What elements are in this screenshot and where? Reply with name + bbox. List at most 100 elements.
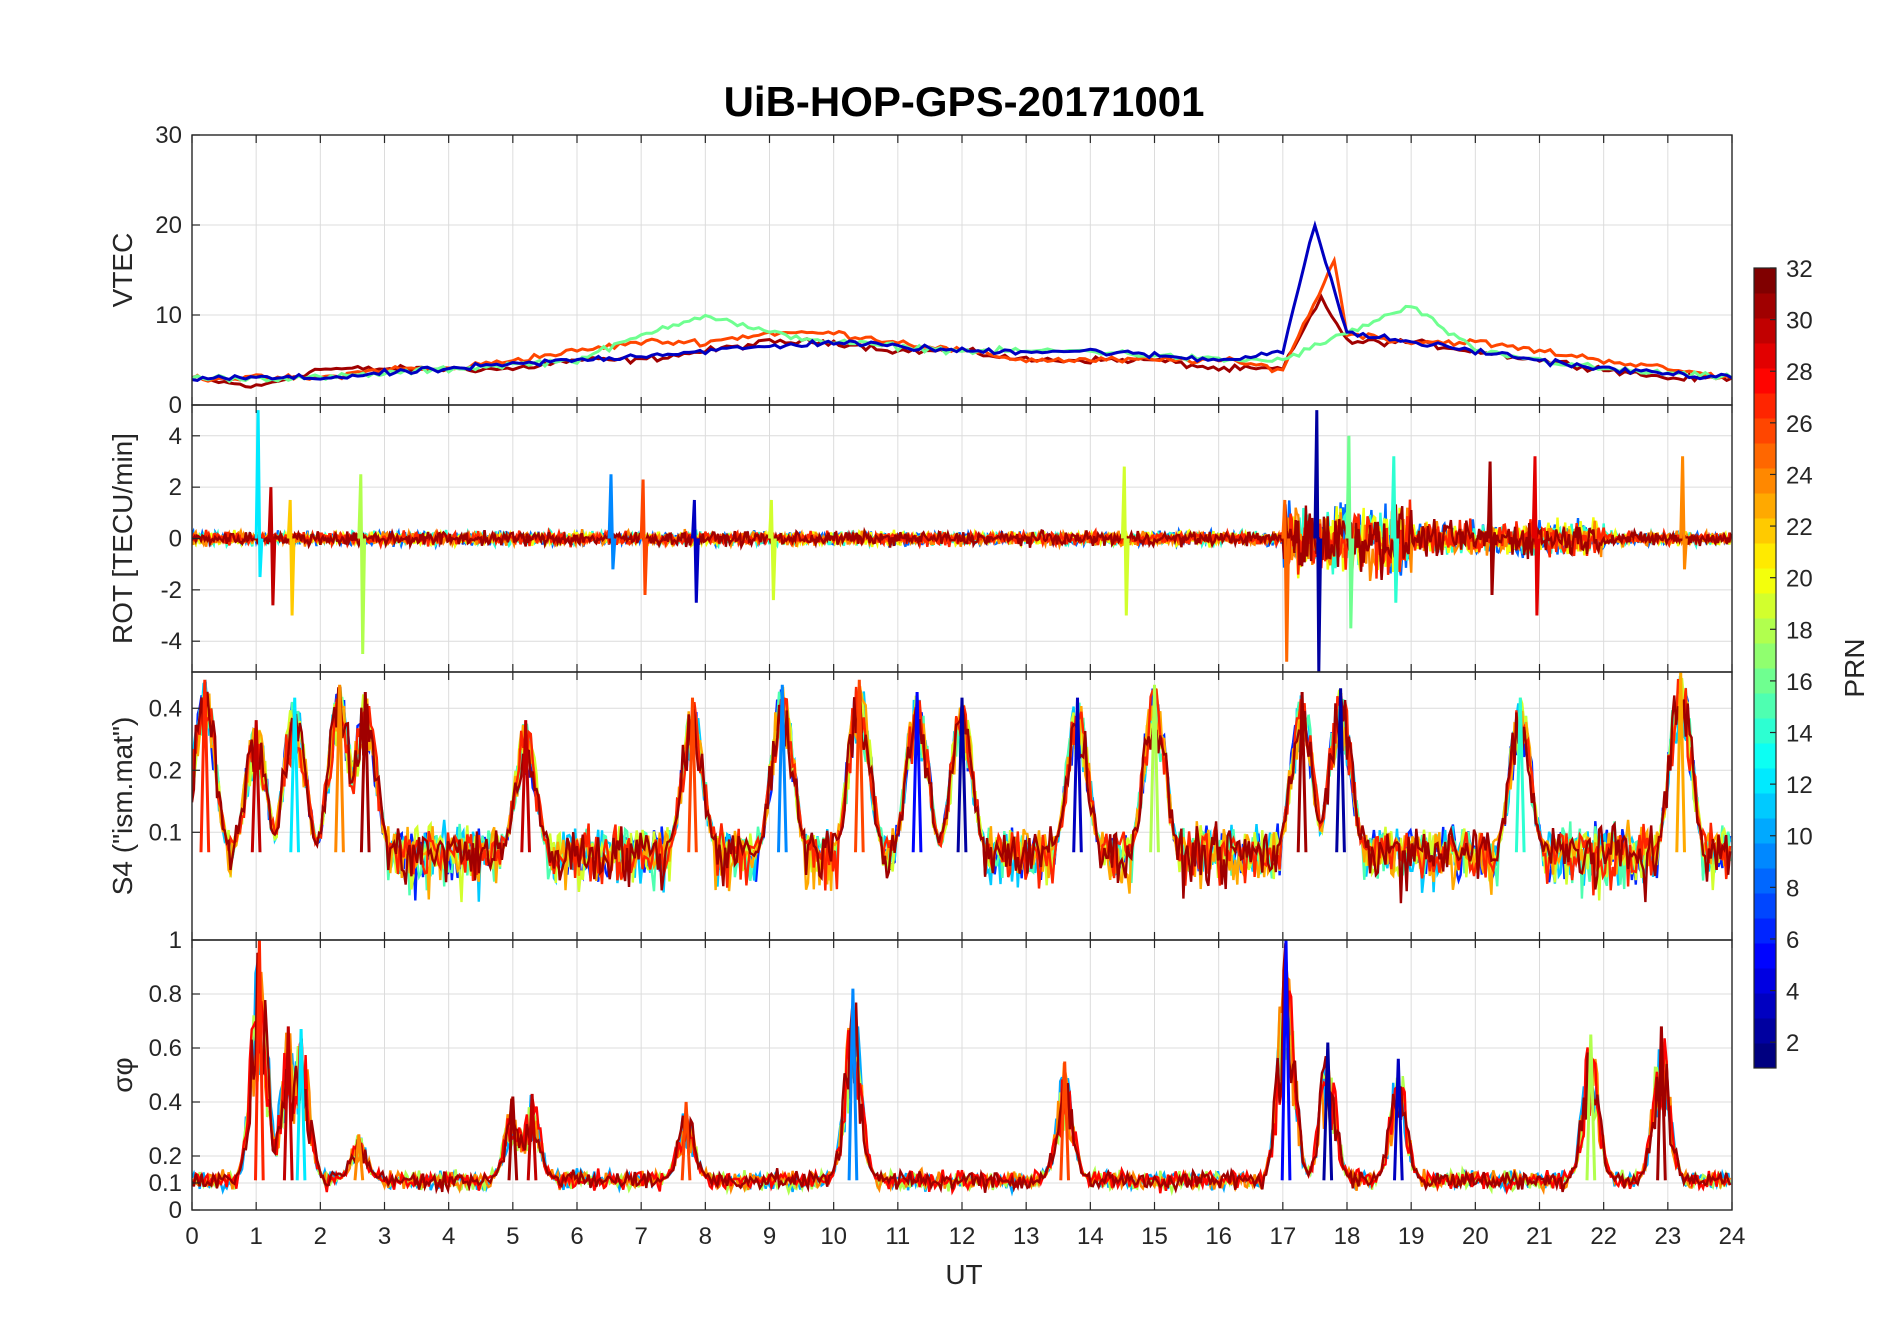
colorbar-tick-label: 24 bbox=[1786, 462, 1813, 489]
colorbar-step bbox=[1754, 768, 1776, 794]
colorbar-step bbox=[1754, 493, 1776, 519]
colorbar-step bbox=[1754, 393, 1776, 419]
s4-peak bbox=[1296, 691, 1308, 853]
x-tick-label: 11 bbox=[885, 1223, 910, 1250]
sigma_phi-peak bbox=[1393, 1058, 1404, 1181]
x-tick-label: 22 bbox=[1590, 1223, 1617, 1250]
sigma_phi-peak bbox=[295, 1029, 307, 1181]
x-tick-label: 14 bbox=[1077, 1223, 1104, 1250]
sigma_phi-peak bbox=[1280, 940, 1292, 1181]
s4-peak bbox=[359, 691, 371, 853]
x-tick-label: 3 bbox=[378, 1223, 391, 1250]
y-tick-label: 4 bbox=[169, 423, 182, 450]
y-tick-label: 2 bbox=[169, 474, 182, 501]
colorbar-step bbox=[1754, 468, 1776, 494]
y-tick-label: 0.6 bbox=[149, 1035, 182, 1062]
y-tick-label: 0.1 bbox=[149, 1170, 182, 1197]
rot-spike bbox=[357, 474, 367, 655]
colorbar-step bbox=[1754, 1043, 1776, 1069]
rot-spike bbox=[607, 474, 617, 570]
y-tick-label: 10 bbox=[155, 302, 182, 329]
panel-s4: 0.1 0.2 0.4 S4 ("ism.mat") bbox=[107, 671, 1733, 941]
colorbar-step bbox=[1754, 943, 1776, 969]
sigma_phi-trace-prn-18 bbox=[192, 1009, 1732, 1197]
x-tick-label: 5 bbox=[506, 1223, 519, 1250]
y-axis-label: σφ bbox=[107, 1057, 138, 1092]
data-sigma_phi bbox=[192, 940, 1732, 1197]
data-rot bbox=[192, 410, 1732, 672]
svg-text:ROT [TECU/min]: ROT [TECU/min] bbox=[107, 433, 138, 644]
colorbar-tick-label: 2 bbox=[1786, 1030, 1799, 1057]
s4-peak bbox=[1675, 672, 1686, 853]
y-tick-label: 1 bbox=[169, 927, 182, 954]
series-line-prn-16 bbox=[192, 304, 1732, 384]
panel-vtec: 0 10 20 30 VTEC bbox=[107, 122, 1733, 419]
svg-text:PRN: PRN bbox=[1839, 638, 1870, 697]
svg-text:σφ: σφ bbox=[107, 1057, 138, 1092]
sigma_phi-trace-prn-31 bbox=[192, 943, 1732, 1195]
colorbar-step bbox=[1754, 693, 1776, 719]
x-tick-label: 17 bbox=[1269, 1223, 1296, 1250]
rot-spike bbox=[1679, 456, 1688, 570]
sigma_phi-peak bbox=[507, 1096, 519, 1181]
x-tick-label: 16 bbox=[1205, 1223, 1232, 1250]
x-axis-label: UT bbox=[945, 1259, 982, 1290]
x-tick-label: 8 bbox=[699, 1223, 712, 1250]
colorbar-tick-label: 30 bbox=[1786, 308, 1813, 335]
rot-spike bbox=[1390, 456, 1400, 603]
x-tick-label: 18 bbox=[1334, 1223, 1361, 1250]
colorbar-step bbox=[1754, 993, 1776, 1019]
y-tick-label: 0 bbox=[169, 526, 182, 553]
data-s4 bbox=[192, 672, 1732, 904]
s4-peak bbox=[199, 679, 211, 853]
colorbar-step bbox=[1754, 818, 1776, 844]
x-tick-label: 12 bbox=[949, 1223, 976, 1250]
x-tick-label: 4 bbox=[442, 1223, 455, 1250]
s4-peak bbox=[911, 691, 923, 853]
rot-spike bbox=[1281, 499, 1291, 662]
rot-spike bbox=[639, 479, 649, 596]
colorbar-step bbox=[1754, 793, 1776, 819]
rot-spike bbox=[1120, 466, 1130, 616]
colorbar-tick-label: 14 bbox=[1786, 721, 1813, 748]
x-tick-label: 15 bbox=[1141, 1223, 1168, 1250]
colorbar-step bbox=[1754, 868, 1776, 894]
y-tick-label: 0.4 bbox=[149, 695, 182, 722]
panel-rot: -4 -2 0 2 4 ROT [TECU/min] bbox=[107, 404, 1733, 673]
x-tick-label: 7 bbox=[634, 1223, 647, 1250]
colorbar-step bbox=[1754, 843, 1776, 869]
colorbar-step bbox=[1754, 643, 1776, 669]
colorbar-step bbox=[1754, 743, 1776, 769]
x-tick-label: 2 bbox=[314, 1223, 327, 1250]
x-tick-label: 0 bbox=[185, 1223, 198, 1250]
rot-trace-prn-31 bbox=[192, 504, 1732, 580]
colorbar-tick-label: 18 bbox=[1786, 617, 1813, 644]
colorbar-tick-label: 16 bbox=[1786, 669, 1813, 696]
x-tick-label: 21 bbox=[1526, 1223, 1553, 1250]
colorbar-step bbox=[1754, 918, 1776, 944]
rot-spike bbox=[768, 499, 777, 601]
rot-spike bbox=[1345, 435, 1355, 629]
colorbar-tick-label: 26 bbox=[1786, 411, 1813, 438]
series-line-prn-3 bbox=[192, 220, 1732, 382]
colorbar-step bbox=[1754, 518, 1776, 544]
x-tick-label: 19 bbox=[1398, 1223, 1425, 1250]
s4-peak bbox=[1514, 697, 1526, 853]
colorbar-step bbox=[1754, 968, 1776, 994]
colorbar-tick-label: 6 bbox=[1786, 927, 1799, 954]
y-tick-label: 30 bbox=[155, 122, 182, 149]
colorbar-step bbox=[1754, 368, 1776, 394]
colorbar-step bbox=[1754, 418, 1776, 444]
svg-text:VTEC: VTEC bbox=[107, 233, 138, 308]
sigma_phi-peak bbox=[1322, 1042, 1334, 1181]
y-tick-label: 0 bbox=[169, 392, 182, 419]
colorbar-tick-label: 20 bbox=[1786, 566, 1813, 593]
colorbar-label: PRN bbox=[1839, 638, 1870, 697]
colorbar-tick-label: 12 bbox=[1786, 772, 1813, 799]
y-tick-label: 0.2 bbox=[149, 757, 182, 784]
colorbar-step bbox=[1754, 593, 1776, 619]
svg-text:S4 ("ism.mat"): S4 ("ism.mat") bbox=[107, 717, 138, 896]
